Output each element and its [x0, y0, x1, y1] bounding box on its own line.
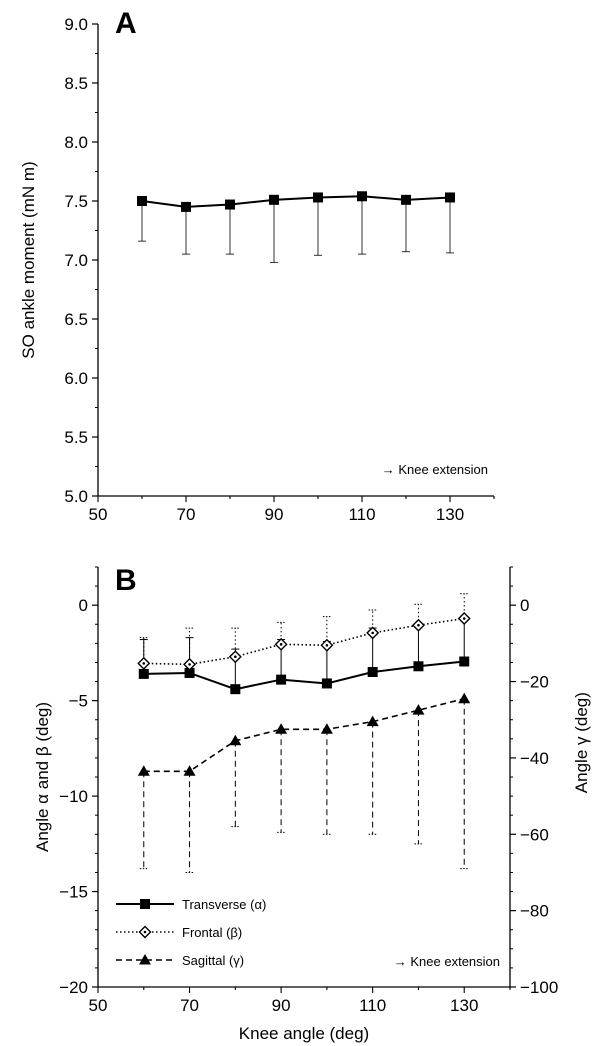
data-point [181, 201, 191, 212]
y-right-tick-label: −40 [520, 749, 549, 768]
data-point [269, 194, 279, 205]
x-tick-label: 110 [348, 505, 375, 524]
data-point [366, 715, 379, 727]
data-point [230, 684, 241, 695]
data-point [459, 656, 470, 667]
y-tick-label: 5.5 [64, 428, 88, 447]
y-tick-label: 8.0 [64, 133, 88, 152]
y-axis-title: SO ankle moment (mN m) [19, 161, 38, 358]
legend-label: Sagittal (γ) [182, 953, 244, 968]
y-tick-label: 9.0 [64, 15, 88, 34]
data-point [229, 734, 242, 746]
data-point-dot [234, 655, 237, 659]
data-point-dot [325, 643, 329, 647]
x-tick-label: 130 [450, 996, 478, 1015]
data-point [413, 661, 424, 672]
panel-letter: A [115, 7, 137, 40]
x-tick-label: 90 [265, 505, 284, 524]
x-tick-label: 70 [180, 996, 199, 1015]
data-point [183, 765, 196, 776]
data-point [184, 667, 195, 678]
data-point [275, 723, 288, 734]
y-tick-label: −10 [59, 787, 88, 806]
y-tick-label: −5 [69, 692, 88, 711]
y-tick-label: 0 [79, 596, 88, 615]
y-axis-title: Angle α and β (deg) [33, 702, 52, 852]
y-right-tick-label: 0 [520, 596, 529, 615]
data-point [225, 199, 235, 210]
data-point-dot [279, 643, 283, 646]
legend: Transverse (α) Frontal (β) Sagittal (γ) [116, 897, 266, 968]
legend-label: Frontal (β) [182, 925, 242, 940]
y-tick-label: 7.5 [64, 192, 88, 211]
data-point [313, 192, 323, 203]
series-line [141, 195, 451, 208]
legend-marker [140, 899, 150, 909]
x-tick-label: 70 [177, 505, 196, 524]
panel-letter: B [115, 564, 137, 597]
panel-a: 5.0 5.5 6.0 6.5 7.0 7.5 8.0 8.5 9.0 50 70 90 110 130 S… [19, 7, 495, 524]
knee-extension-annotation: → Knee extension [382, 462, 488, 477]
y-tick-label: 5.0 [64, 487, 88, 506]
data-point [357, 191, 367, 202]
data-point [138, 668, 149, 679]
y-tick-label: 6.0 [64, 369, 88, 388]
legend-label: Transverse (α) [182, 897, 266, 912]
x-axis-title: Knee angle (deg) [239, 1024, 369, 1043]
data-point-dot [462, 617, 466, 620]
data-point [458, 692, 471, 704]
y-tick-label: 8.5 [64, 74, 88, 93]
series-line-0 [143, 660, 465, 691]
data-point-dot [142, 662, 146, 665]
panel-b: −20 −15 −10 −5 0 −100 −80 −60 −40 −20 0 50 70 90 110 13… [33, 564, 591, 1043]
x-tick-label: 130 [436, 505, 464, 524]
y-tick-label: 7.0 [64, 251, 88, 270]
x-tick-label: 50 [89, 505, 108, 524]
data-point [137, 196, 147, 206]
legend-marker-dot [143, 930, 147, 934]
x-tick-label: 110 [359, 996, 386, 1015]
data-point-dot [417, 623, 420, 627]
y-right-tick-label: −20 [520, 673, 549, 692]
data-point [412, 704, 425, 715]
x-tick-label: 50 [89, 996, 108, 1015]
data-point [367, 667, 378, 677]
data-point [137, 765, 150, 776]
data-point [320, 723, 333, 734]
knee-extension-annotation: → Knee extension [394, 954, 500, 969]
y-right-tick-label: −60 [520, 825, 549, 844]
y-right-tick-label: −100 [520, 978, 558, 997]
y-tick-label: −20 [59, 978, 88, 997]
y-right-tick-label: −80 [520, 902, 549, 921]
data-point [276, 674, 287, 685]
y-tick-label: 6.5 [64, 310, 88, 329]
legend-marker [139, 954, 151, 965]
data-point-dot [371, 631, 374, 635]
data-point [445, 192, 455, 203]
series-line-2 [143, 697, 465, 773]
data-point-dot [188, 663, 191, 666]
y-axis-right-title: Angle γ (deg) [572, 692, 591, 793]
data-point [401, 194, 411, 205]
x-tick-label: 90 [272, 996, 291, 1015]
data-point [321, 678, 332, 689]
y-tick-label: −15 [59, 883, 88, 902]
